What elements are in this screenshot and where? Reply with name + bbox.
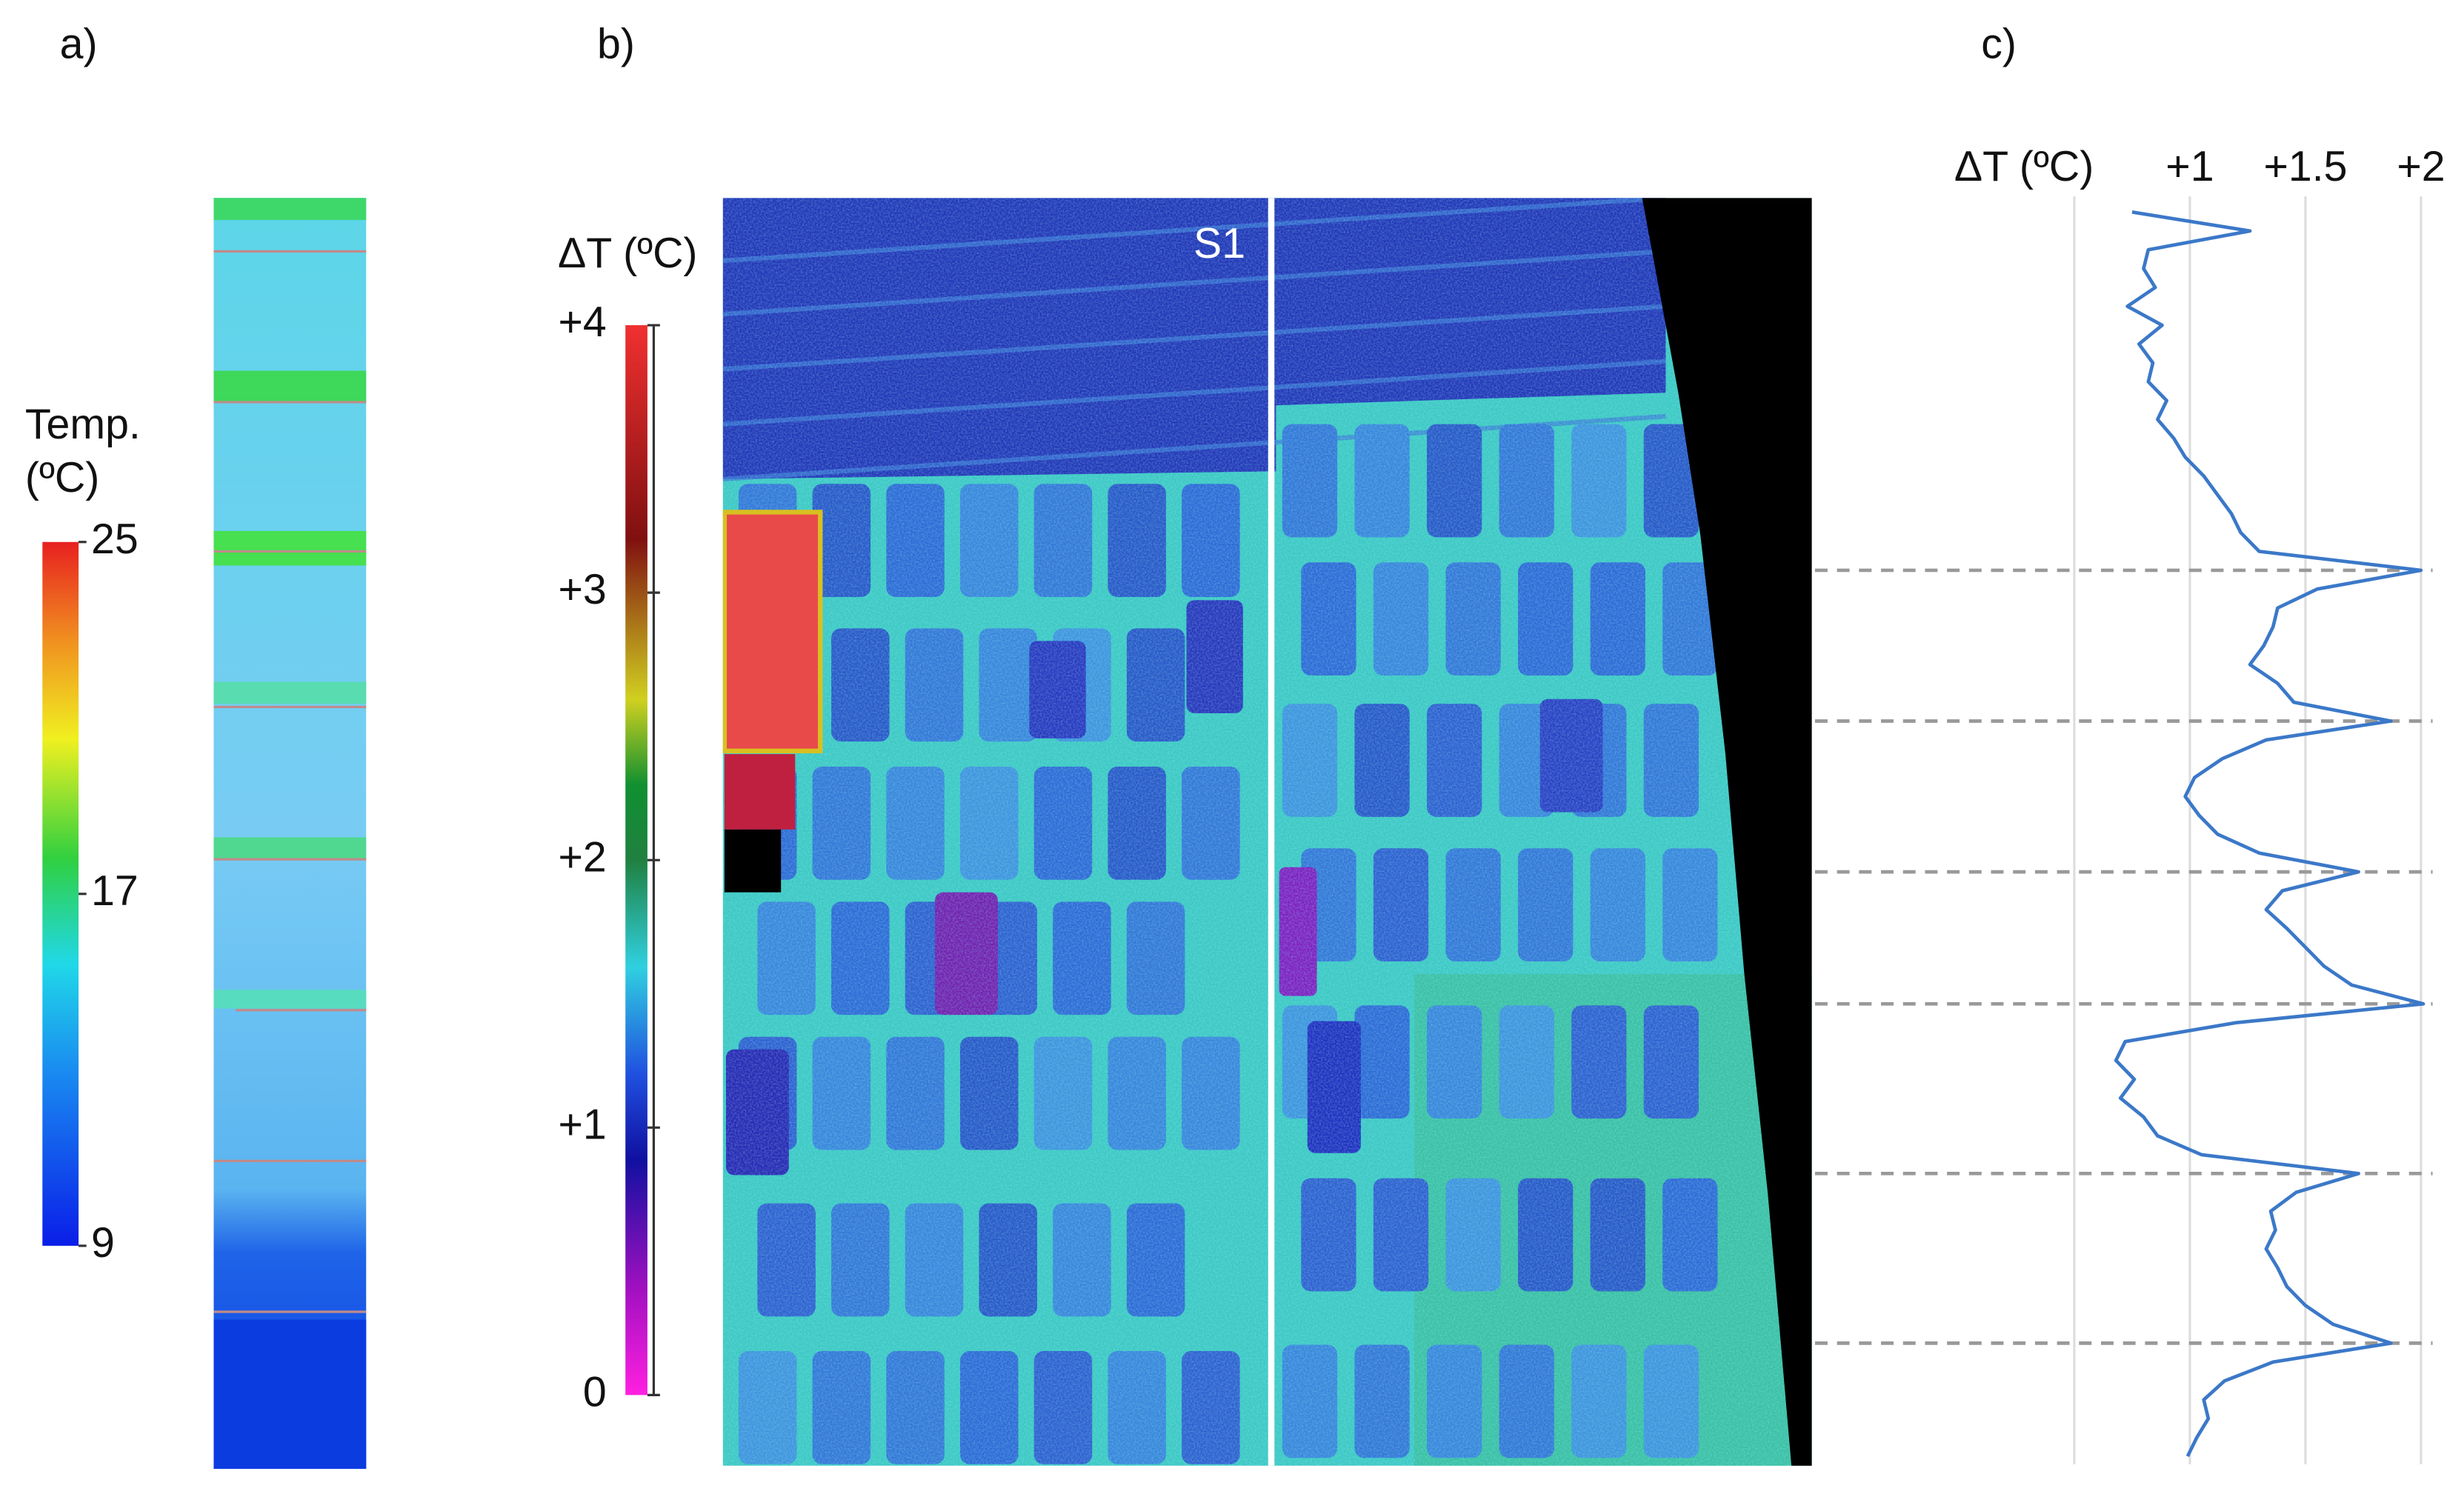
panel-label: a) (60, 21, 98, 68)
panel-label: b) (597, 21, 635, 68)
band (213, 990, 367, 1009)
tick-label: 9 (91, 1219, 115, 1267)
band (213, 198, 367, 220)
tick-label: +4 (558, 299, 606, 346)
colorbar-title: Temp. (25, 401, 141, 448)
hot-area (724, 754, 796, 830)
noise (722, 198, 1812, 1466)
colorbar (625, 325, 647, 1395)
image-label: S1 (1193, 220, 1245, 267)
colorbar-title: (ºC) (25, 454, 99, 501)
hot-area (722, 510, 823, 753)
panel-label: c) (1981, 21, 2017, 68)
column-body (213, 198, 367, 1470)
profile-line (2114, 210, 2425, 1458)
x-axis-title: ΔT (ºC) (1954, 143, 2094, 190)
tick-label: +1 (558, 1101, 606, 1148)
band (213, 681, 367, 704)
colorbar-title: ΔT (ºC) (558, 230, 697, 277)
dark-area (724, 829, 782, 893)
band (213, 370, 367, 402)
tick-label: 17 (91, 867, 139, 915)
colorbar (42, 541, 79, 1246)
tick-label: 0 (583, 1369, 607, 1416)
x-tick-label: +2 (2397, 143, 2445, 190)
x-tick-label: +1.5 (2263, 143, 2347, 190)
simulation-column (213, 198, 367, 1470)
band (213, 530, 367, 566)
tick-label: +2 (558, 833, 606, 881)
section-line (1268, 198, 1275, 1466)
tick-label: +3 (558, 566, 606, 613)
x-tick-label: +1 (2165, 143, 2214, 190)
background-sky (1642, 198, 1812, 1466)
column-lines (213, 250, 367, 1313)
band (213, 837, 367, 860)
thermal-image (722, 198, 1812, 1466)
tick-label: 25 (91, 516, 139, 563)
band (213, 1319, 367, 1470)
